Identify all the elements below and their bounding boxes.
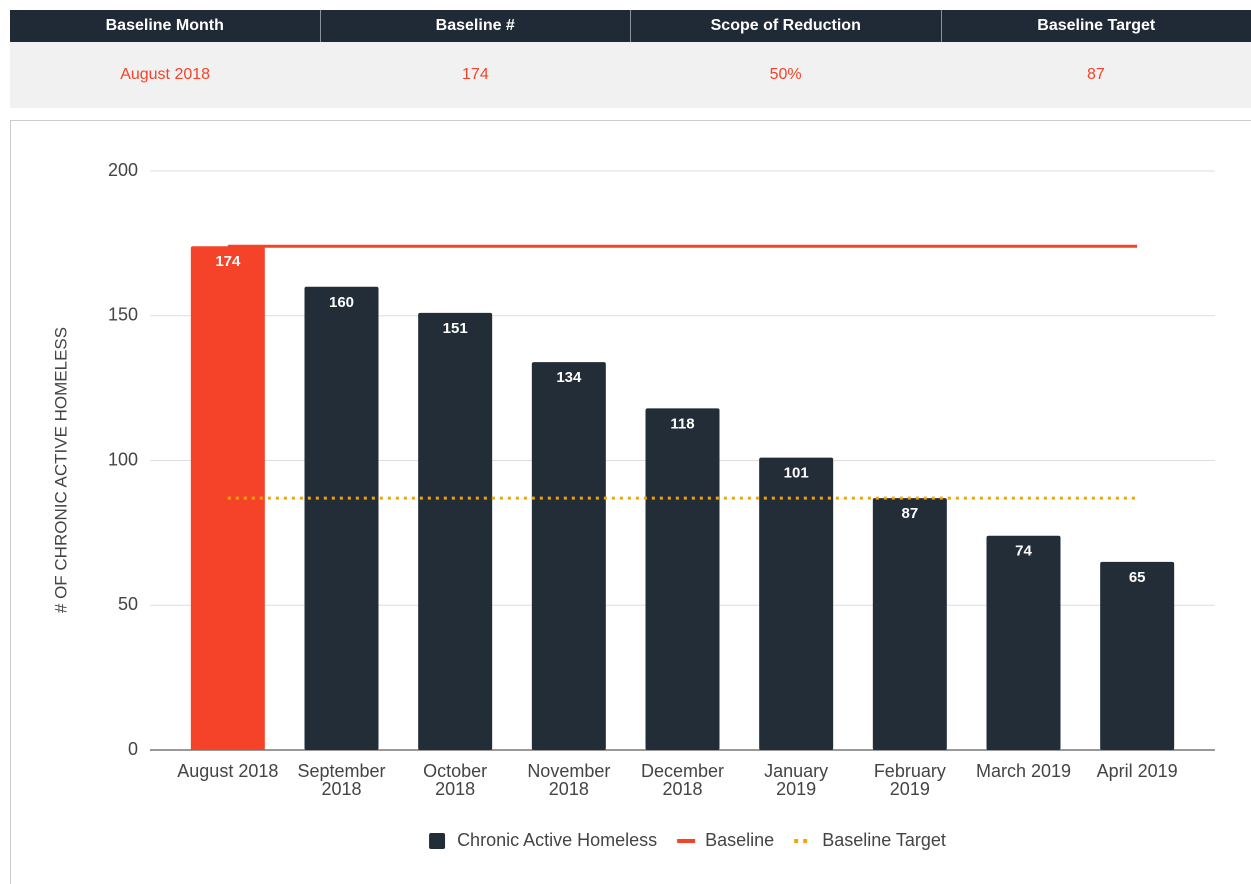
bar bbox=[645, 408, 720, 750]
table-header: Baseline Month Baseline # Scope of Reduc… bbox=[10, 10, 1251, 42]
y-tick-label: 200 bbox=[108, 160, 138, 180]
bar bbox=[418, 312, 493, 750]
bar bbox=[1100, 561, 1175, 750]
bar bbox=[531, 362, 606, 750]
y-tick-label: 50 bbox=[118, 594, 138, 614]
bar bbox=[190, 246, 265, 750]
cell: 50% bbox=[769, 66, 802, 83]
legend-label: Baseline Target bbox=[822, 830, 946, 850]
legend-label: Chronic Active Homeless bbox=[457, 830, 657, 850]
data-label: 65 bbox=[1129, 569, 1146, 586]
bar bbox=[986, 535, 1061, 750]
bar bbox=[304, 286, 379, 750]
data-label: 160 bbox=[329, 294, 354, 311]
x-tick-label: November 2018 bbox=[527, 761, 610, 799]
x-tick-label: April 2019 bbox=[1097, 761, 1178, 781]
x-tick-label: September 2018 bbox=[297, 761, 385, 799]
header-cell: Baseline # bbox=[321, 10, 631, 42]
summary-table: Baseline Month Baseline # Scope of Reduc… bbox=[10, 10, 1251, 108]
x-tick-label: December 2018 bbox=[641, 761, 724, 799]
x-tick-label: January 2019 bbox=[764, 761, 828, 799]
header-cell: Scope of Reduction bbox=[631, 10, 942, 42]
y-tick-label: 100 bbox=[108, 449, 138, 469]
table-row: August 2018 174 50% 87 bbox=[10, 42, 1251, 108]
header-cell: Baseline Month bbox=[10, 10, 321, 42]
x-tick-label: October 2018 bbox=[423, 761, 487, 799]
data-label: 174 bbox=[215, 253, 241, 270]
x-tick-label: March 2019 bbox=[976, 761, 1071, 781]
bar bbox=[872, 498, 947, 750]
y-tick-label: 150 bbox=[108, 305, 138, 325]
x-tick-label: August 2018 bbox=[177, 761, 278, 781]
x-tick-label: February 2019 bbox=[874, 761, 946, 799]
header-cell: Baseline Target bbox=[1037, 17, 1156, 34]
data-label: 118 bbox=[670, 415, 694, 432]
chart-panel bbox=[10, 120, 1251, 884]
data-label: 87 bbox=[901, 505, 918, 522]
y-axis-label: # OF CHRONIC ACTIVE HOMELESS bbox=[51, 327, 70, 613]
data-label: 101 bbox=[784, 465, 809, 482]
data-label: 134 bbox=[556, 369, 582, 386]
legend-swatch bbox=[429, 833, 446, 849]
y-tick-label: 0 bbox=[128, 739, 138, 759]
data-label: 74 bbox=[1015, 543, 1032, 560]
bar bbox=[759, 457, 834, 750]
cell: 174 bbox=[462, 66, 489, 83]
data-label: 151 bbox=[443, 320, 468, 337]
legend: Chronic Active Homeless Baseline Baseline … bbox=[429, 830, 946, 850]
legend-label: Baseline bbox=[705, 830, 774, 850]
cell: 87 bbox=[1086, 66, 1105, 83]
cell: August 2018 bbox=[120, 66, 211, 83]
